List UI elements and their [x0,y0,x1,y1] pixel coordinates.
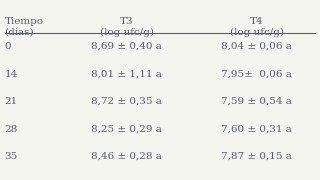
Text: 8,69 ± 0,40 a: 8,69 ± 0,40 a [91,42,162,51]
Text: 8,46 ± 0,28 a: 8,46 ± 0,28 a [91,152,162,161]
Text: 8,72 ± 0,35 a: 8,72 ± 0,35 a [91,97,162,106]
Text: 7,59 ± 0,54 a: 7,59 ± 0,54 a [221,97,292,106]
Text: 28: 28 [4,125,18,134]
Text: 0: 0 [4,42,11,51]
Text: 8,01 ± 1,11 a: 8,01 ± 1,11 a [91,70,162,79]
Text: 8,04 ± 0,06 a: 8,04 ± 0,06 a [221,42,292,51]
Text: Tiempo
(días): Tiempo (días) [4,17,44,37]
Text: 7,87 ± 0,15 a: 7,87 ± 0,15 a [221,152,292,161]
Text: T4
(log ufc/g): T4 (log ufc/g) [230,17,284,37]
Text: 7,95±  0,06 a: 7,95± 0,06 a [221,70,292,79]
Text: 8,25 ± 0,29 a: 8,25 ± 0,29 a [91,125,162,134]
Text: 21: 21 [4,97,18,106]
Text: T3
(log ufc/g): T3 (log ufc/g) [100,17,154,37]
Text: 7,60 ± 0,31 a: 7,60 ± 0,31 a [221,125,292,134]
Text: 35: 35 [4,152,18,161]
Text: 14: 14 [4,70,18,79]
